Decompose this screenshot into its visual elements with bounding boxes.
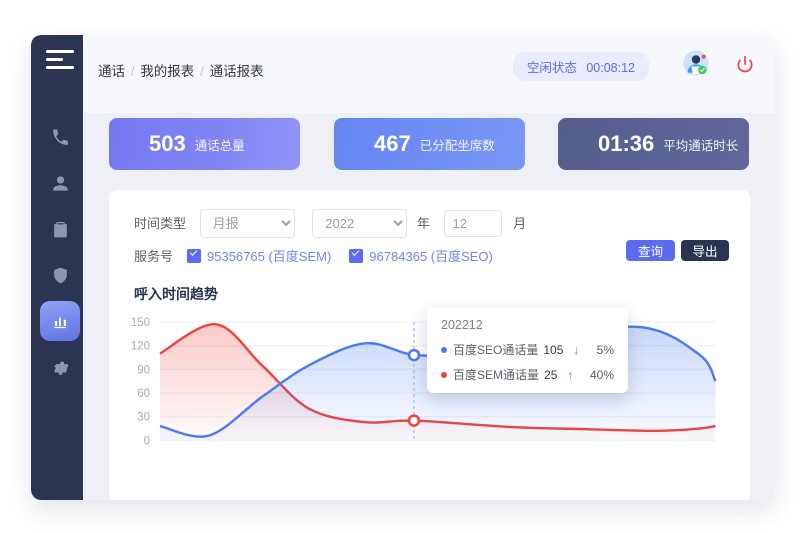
svg-text:120: 120	[131, 341, 150, 353]
svg-text:0: 0	[144, 435, 150, 447]
svg-text:30: 30	[137, 412, 150, 424]
svg-text:150: 150	[131, 317, 150, 329]
svg-text:90: 90	[137, 364, 150, 376]
svg-text:60: 60	[137, 388, 150, 400]
